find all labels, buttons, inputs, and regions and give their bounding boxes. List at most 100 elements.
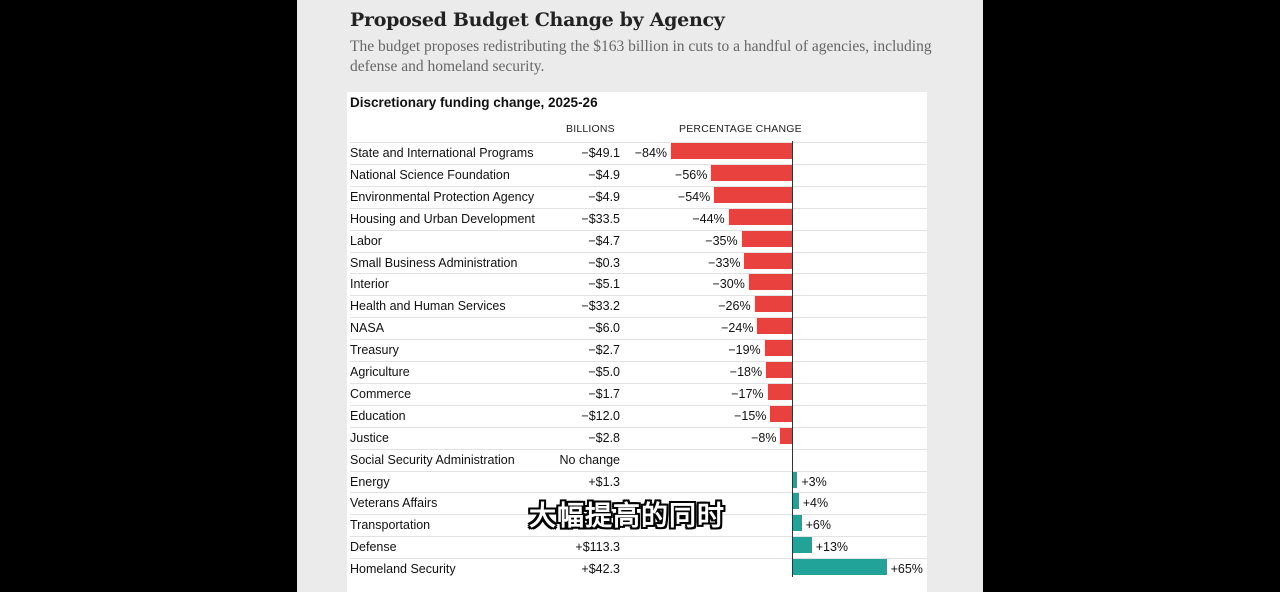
percentage-column-header: PERCENTAGE CHANGE xyxy=(679,123,802,135)
increase-bar xyxy=(793,559,887,576)
table-row: Agriculture −$5.0 −18% xyxy=(350,361,927,384)
percent-label: −44% xyxy=(692,211,725,226)
billions-column-header: BILLIONS xyxy=(566,123,615,135)
decrease-bar xyxy=(714,186,792,203)
table-row: Health and Human Services −$33.2 −26% xyxy=(350,295,927,318)
article-page: Proposed Budget Change by Agency The bud… xyxy=(297,0,983,592)
percent-label: −30% xyxy=(712,277,745,292)
decrease-bar xyxy=(766,362,792,378)
agency-name: Housing and Urban Development xyxy=(350,211,535,226)
agency-name: Homeland Security xyxy=(350,562,456,577)
decrease-bar xyxy=(767,383,792,400)
table-row: Commerce −$1.7 −17% xyxy=(350,382,927,406)
table-row: Education −$12.0 −15% xyxy=(350,404,927,428)
table-row: Homeland Security +$42.3 +65% xyxy=(350,558,927,581)
percent-label: −54% xyxy=(677,189,711,204)
percent-label: −8% xyxy=(751,430,777,445)
billions-value: −$2.8 xyxy=(588,430,620,445)
decrease-bar xyxy=(744,252,792,269)
decrease-bar xyxy=(764,340,792,357)
table-row: Energy +$1.3 +3% xyxy=(350,470,927,494)
percent-label: +4% xyxy=(802,496,829,511)
increase-bar xyxy=(793,471,798,488)
percent-label: +3% xyxy=(801,474,827,489)
table-row: Labor −$4.7 −35% xyxy=(350,229,927,253)
billions-value: −$5.1 xyxy=(588,277,620,292)
agency-name: Commerce xyxy=(350,386,412,401)
increase-bar xyxy=(793,537,812,554)
agency-name: Labor xyxy=(350,233,382,248)
table-row: National Science Foundation −$4.9 −56% xyxy=(350,163,927,187)
increase-bar xyxy=(793,515,802,532)
page-subtitle: The budget proposes redistributing the $… xyxy=(350,38,932,75)
table-row: NASA −$6.0 −24% xyxy=(350,317,927,340)
billions-value: +$113.3 xyxy=(575,540,620,555)
zero-axis-line xyxy=(792,141,793,577)
table-row: Justice −$2.8 −8% xyxy=(350,426,927,450)
chart-rows: State and International Programs −$49.1 −8… xyxy=(347,92,927,592)
agency-name: Agriculture xyxy=(350,365,410,379)
billions-value: −$6.0 xyxy=(588,321,620,336)
decrease-bar xyxy=(754,296,792,313)
table-row: Veterans Affairs +4% xyxy=(350,492,927,515)
percent-label: −26% xyxy=(718,299,751,314)
percent-label: +13% xyxy=(815,540,849,555)
agency-name: State and International Programs xyxy=(350,146,534,160)
percent-label: +65% xyxy=(890,562,923,577)
agency-name: Interior xyxy=(350,277,389,292)
percent-label: −24% xyxy=(721,321,754,336)
agency-name: Defense xyxy=(350,540,397,555)
table-row: Interior −$5.1 −30% xyxy=(350,273,927,296)
agency-name: NASA xyxy=(350,321,385,336)
percent-label: −19% xyxy=(728,343,761,358)
decrease-bar xyxy=(757,318,792,335)
billions-value: −$1.7 xyxy=(588,386,620,401)
page-title: Proposed Budget Change by Agency xyxy=(350,9,725,31)
table-row: Transportation +6% xyxy=(350,514,927,537)
billions-value: +$1.3 xyxy=(588,474,620,489)
billions-value: −$33.5 xyxy=(581,211,620,226)
agency-name: National Science Foundation xyxy=(350,167,510,182)
billions-value: −$2.7 xyxy=(588,343,620,358)
agency-name: Veterans Affairs xyxy=(350,496,438,511)
increase-bar xyxy=(793,493,799,510)
billions-value: −$4.7 xyxy=(588,233,620,248)
agency-name: Energy xyxy=(350,474,390,489)
decrease-bar xyxy=(671,143,792,159)
percent-label: −33% xyxy=(708,255,741,270)
agency-name: Environmental Protection Agency xyxy=(350,189,535,204)
decrease-bar xyxy=(748,274,792,291)
billions-value: −$49.1 xyxy=(581,146,620,160)
agency-name: Transportation xyxy=(350,518,431,533)
agency-name: Health and Human Services xyxy=(350,299,506,314)
percent-label: −18% xyxy=(729,365,763,379)
decrease-bar xyxy=(711,164,792,181)
billions-value: −$33.2 xyxy=(581,299,620,314)
percent-label: +6% xyxy=(805,518,831,533)
billions-value: −$4.9 xyxy=(588,167,620,182)
decrease-bar xyxy=(741,230,792,247)
agency-name: Small Business Administration xyxy=(350,255,518,270)
billions-value: −$5.0 xyxy=(588,365,620,379)
percent-label: −56% xyxy=(675,167,708,182)
table-row: Environmental Protection Agency −$4.9 −54% xyxy=(350,185,927,209)
table-row: Defense +$113.3 +13% xyxy=(350,536,927,559)
percent-label: −35% xyxy=(705,233,738,248)
chart-card: Discretionary funding change, 2025-26 BI… xyxy=(347,92,927,592)
percent-label: −84% xyxy=(634,146,668,160)
billions-value: −$0.3 xyxy=(588,255,620,270)
table-row: Treasury −$2.7 −19% xyxy=(350,339,927,362)
table-row: State and International Programs −$49.1 −8… xyxy=(350,142,927,165)
table-row: Social Security Administration No change xyxy=(350,448,927,472)
agency-name: Social Security Administration xyxy=(350,452,515,467)
video-subtitle-caption: 大幅提高的同时 xyxy=(529,501,725,532)
billions-value: No change xyxy=(559,452,620,467)
decrease-bar xyxy=(728,208,792,225)
billions-value: +$42.3 xyxy=(581,562,620,577)
billions-value: −$12.0 xyxy=(581,408,620,423)
agency-name: Education xyxy=(350,408,406,423)
decrease-bar xyxy=(770,405,792,422)
chart-title: Discretionary funding change, 2025-26 xyxy=(350,95,598,110)
agency-name: Justice xyxy=(350,430,389,445)
percent-label: −15% xyxy=(734,408,767,423)
